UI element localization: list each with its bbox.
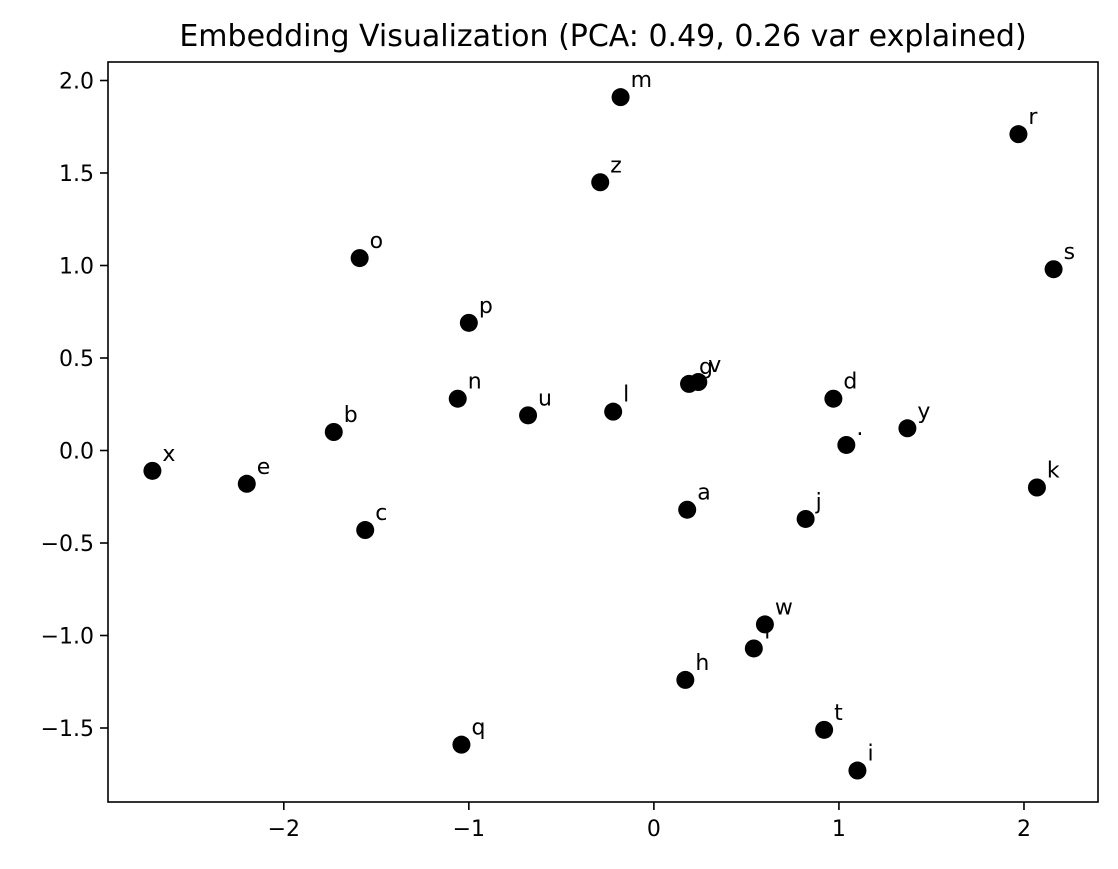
- point-label: s: [1064, 240, 1075, 265]
- point-label: h: [695, 651, 709, 676]
- chart-title: Embedding Visualization (PCA: 0.49, 0.26…: [179, 19, 1026, 54]
- y-axis: −1.5 −1.0 −0.5 0.0 0.5 1.0 1.5 2.0: [41, 70, 108, 742]
- x-tick-label: 0: [647, 817, 661, 842]
- data-point-dot: [837, 435, 856, 454]
- point-label: w: [775, 595, 793, 620]
- point-label: m: [631, 68, 652, 93]
- x-axis: −2 −1 0 1 2: [268, 802, 1031, 842]
- data-point-x: [143, 461, 162, 480]
- data-point-p: [459, 313, 478, 332]
- x-tick-label: −2: [268, 817, 300, 842]
- y-tick-label: 0.0: [59, 440, 94, 465]
- data-point-o: [350, 249, 369, 268]
- point-label: o: [370, 229, 383, 254]
- data-point-s: [1044, 260, 1063, 279]
- point-label: b: [344, 403, 358, 428]
- point-label: y: [917, 399, 930, 424]
- y-tick-label: −1.0: [41, 625, 94, 650]
- data-point-z: [591, 173, 610, 192]
- point-label: v: [708, 353, 721, 378]
- y-tick-label: 2.0: [59, 70, 94, 95]
- y-tick-label: 1.0: [59, 255, 94, 280]
- point-label: c: [375, 501, 387, 526]
- data-point-a: [678, 500, 697, 519]
- point-label: d: [843, 370, 857, 395]
- point-label: f: [764, 619, 773, 644]
- point-label: q: [471, 716, 485, 741]
- data-point-b: [324, 423, 343, 441]
- data-point-t: [815, 720, 834, 739]
- data-point-y: [898, 419, 917, 438]
- point-label: i: [867, 742, 873, 767]
- point-label: l: [623, 383, 629, 408]
- data-point-q: [452, 735, 471, 754]
- point-label: r: [1028, 105, 1038, 130]
- point-label: .: [856, 416, 863, 441]
- point-label: t: [834, 701, 843, 726]
- data-point-c: [356, 521, 375, 540]
- data-point-e: [237, 474, 256, 493]
- x-tick-label: −1: [453, 817, 485, 842]
- data-point-r: [1009, 125, 1028, 144]
- data-point-f: [744, 639, 763, 658]
- point-label: j: [815, 490, 822, 515]
- scatter-points: m r z o s p gv n d u l y b. x e k a j c wf h t q i: [143, 68, 1075, 780]
- y-tick-label: 1.5: [59, 162, 94, 187]
- x-tick-label: 2: [1017, 817, 1031, 842]
- point-label: k: [1047, 459, 1060, 484]
- data-point-l: [604, 402, 623, 421]
- y-tick-label: 0.5: [59, 347, 94, 372]
- data-point-m: [611, 88, 630, 107]
- data-point-w: [755, 615, 774, 634]
- y-tick-label: −1.5: [41, 717, 94, 742]
- y-tick-label: −0.5: [41, 532, 94, 557]
- plot-frame: [107, 61, 1099, 803]
- data-point-d: [824, 389, 843, 408]
- point-label: z: [610, 153, 622, 178]
- point-label: u: [538, 386, 552, 411]
- point-label: e: [257, 455, 271, 480]
- data-point-u: [519, 406, 538, 425]
- data-point-k: [1027, 478, 1046, 497]
- point-label: x: [162, 442, 175, 467]
- point-label: p: [479, 294, 493, 319]
- x-tick-label: 1: [832, 817, 846, 842]
- data-point-h: [676, 670, 695, 689]
- data-point-j: [796, 509, 815, 528]
- point-label: a: [697, 481, 710, 506]
- data-point-n: [448, 389, 467, 408]
- point-label: n: [468, 370, 482, 395]
- data-point-i: [848, 761, 867, 780]
- point-label: g: [699, 355, 713, 380]
- data-point-v: [689, 373, 708, 392]
